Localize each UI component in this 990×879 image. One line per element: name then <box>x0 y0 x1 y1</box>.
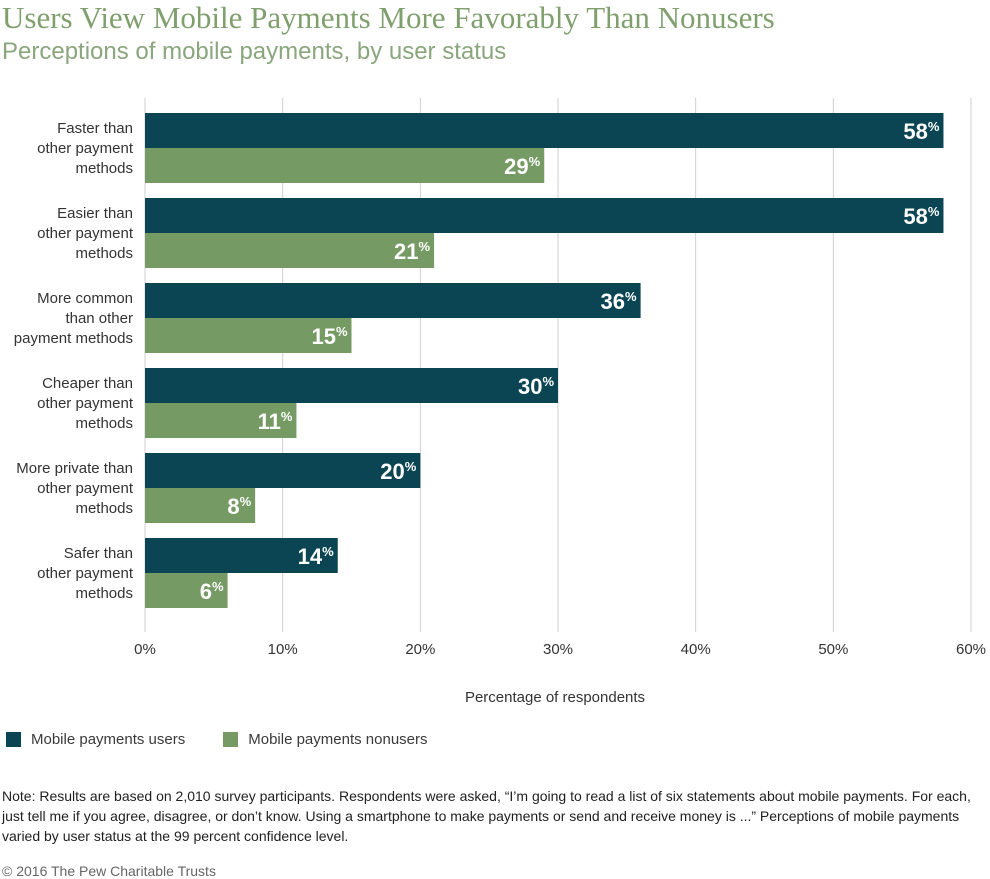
category-label: More private than <box>16 460 133 477</box>
category-label: methods <box>75 245 133 262</box>
gridlines <box>144 98 972 632</box>
category-label: More common <box>37 290 133 307</box>
bar-nonusers <box>145 573 228 608</box>
bar-nonusers <box>145 488 256 523</box>
x-tick-label: 10% <box>268 641 298 658</box>
bar-nonusers <box>145 318 352 353</box>
category-label: methods <box>75 500 133 517</box>
legend: Mobile payments users Mobile payments no… <box>6 729 466 749</box>
chart-title: Users View Mobile Payments More Favorabl… <box>2 0 775 35</box>
category-label: payment methods <box>14 330 133 347</box>
bar-nonusers <box>145 403 297 438</box>
bar-users <box>145 113 944 148</box>
legend-swatch-users <box>6 731 21 747</box>
chart-subtitle: Perceptions of mobile payments, by user … <box>2 38 507 65</box>
bar-users <box>145 198 944 233</box>
bar-chart: 58%29%58%21%36%15%30%11%20%8%14%6% Faste… <box>14 98 986 706</box>
category-label: Faster than <box>57 120 133 137</box>
bar-nonusers <box>145 148 545 183</box>
legend-label-users: Mobile payments users <box>31 730 186 748</box>
category-label: Easier than <box>57 205 133 222</box>
bars: 58%29%58%21%36%15%30%11%20%8%14%6% <box>145 113 944 608</box>
copyright-credit: © 2016 The Pew Charitable Trusts <box>2 863 216 879</box>
category-label: other payment <box>37 395 134 412</box>
category-label: methods <box>75 160 133 177</box>
x-tick-label: 40% <box>681 641 711 658</box>
category-label: other payment <box>37 565 134 582</box>
bar-value-label: 21% <box>394 239 430 264</box>
bar-users <box>145 538 338 573</box>
legend-item-users: Mobile payments users <box>6 731 185 748</box>
legend-label-nonusers: Mobile payments nonusers <box>248 730 428 748</box>
bar-users <box>145 283 641 318</box>
bar-nonusers <box>145 233 435 268</box>
x-tick-label: 0% <box>134 641 156 658</box>
category-label: other payment <box>37 225 134 242</box>
x-tick-label: 60% <box>956 641 986 658</box>
x-axis-label: Percentage of respondents <box>465 689 645 706</box>
x-tick-label: 30% <box>543 641 573 658</box>
legend-swatch-nonusers <box>223 731 239 747</box>
category-label: than other <box>65 310 133 327</box>
x-tick-labels: 0% 10% 20% 30% 40% 50% 60% <box>134 641 986 658</box>
category-label: methods <box>75 415 133 432</box>
bar-users <box>145 453 421 488</box>
category-label: other payment <box>37 140 134 157</box>
x-tick-label: 50% <box>818 641 848 658</box>
category-label: other payment <box>37 480 134 497</box>
category-label: Safer than <box>64 545 133 562</box>
bar-users <box>145 368 558 403</box>
bar-value-label: 58% <box>903 119 939 144</box>
category-labels: Faster than other payment methods Easier th… <box>14 120 134 602</box>
category-label: methods <box>75 585 133 602</box>
chart-note: Note: Results are based on 2,010 survey … <box>2 788 971 844</box>
legend-item-nonusers: Mobile payments nonusers <box>223 730 428 748</box>
x-tick-label: 20% <box>405 641 435 658</box>
category-label: Cheaper than <box>42 375 133 392</box>
